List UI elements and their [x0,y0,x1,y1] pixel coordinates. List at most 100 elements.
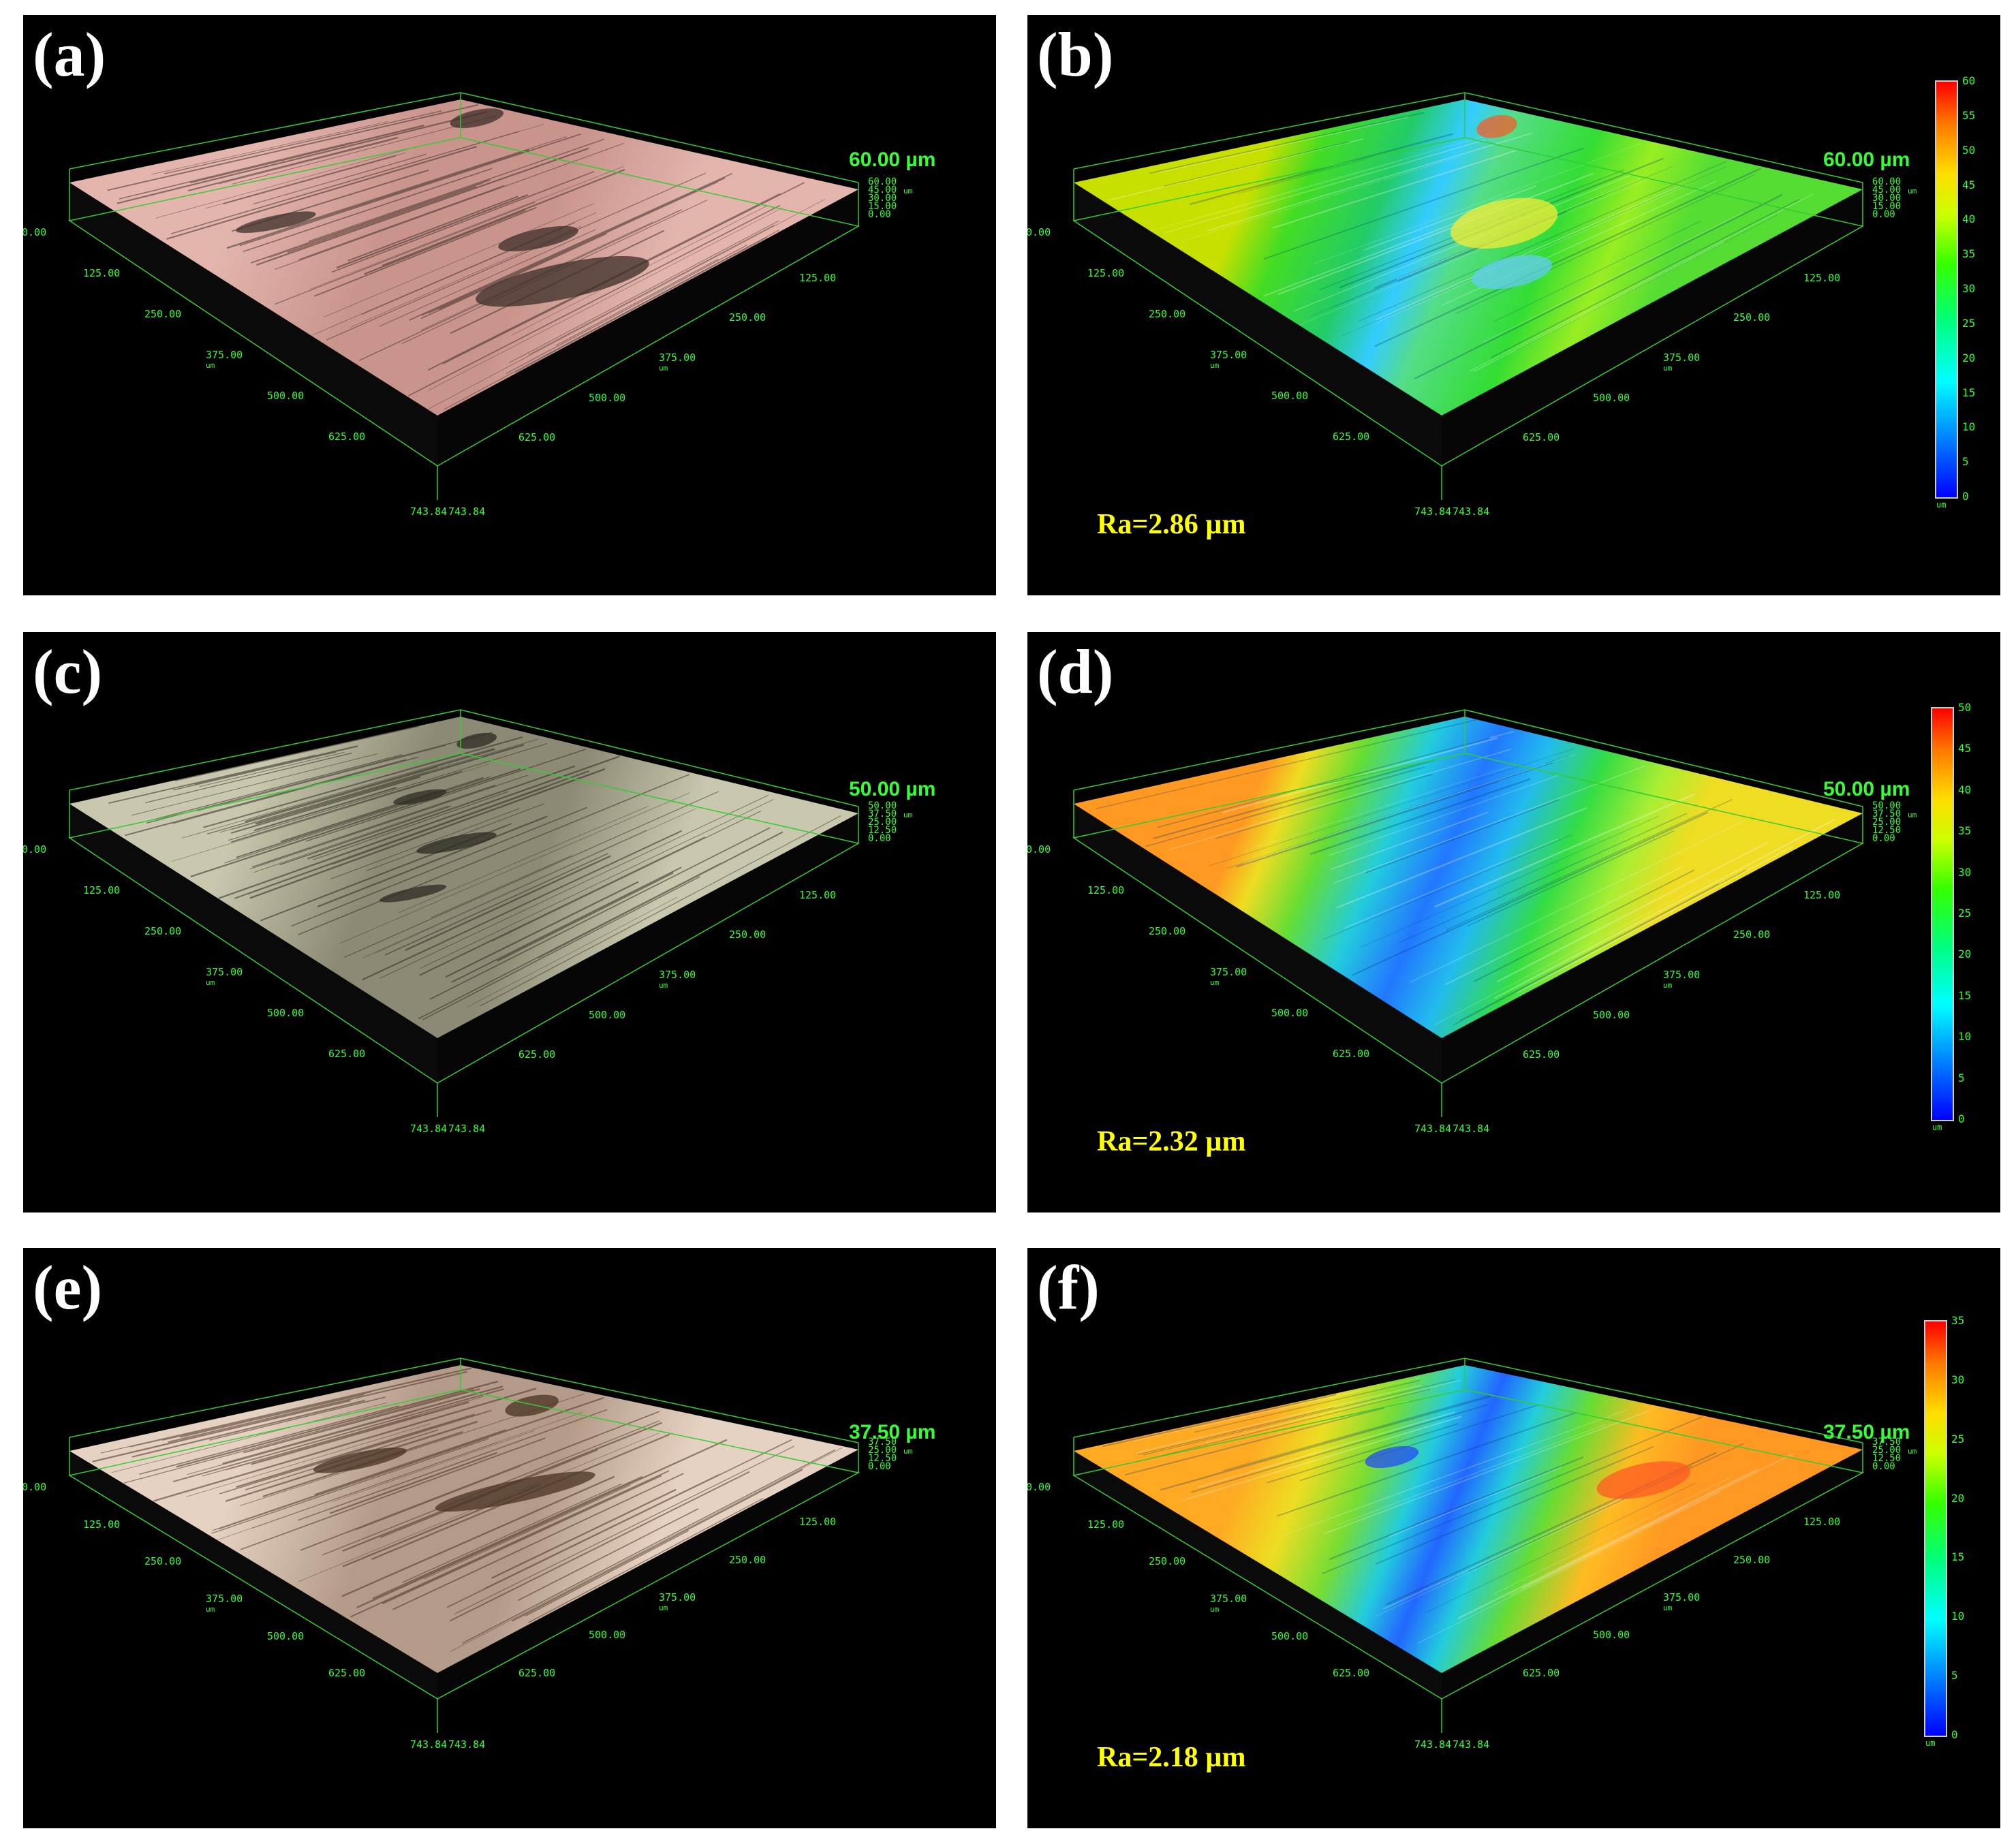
x-axis-tick: 250.00 [1149,308,1186,320]
colorbar-tick: 45 [1958,742,1972,755]
colorbar-tick: 5 [1958,1071,1965,1084]
x-axis-tick: 125.00 [83,1518,121,1531]
x-axis-tick: 625.00 [328,1048,366,1060]
z-axis-tick: 12.50 [868,825,897,836]
y-axis-tick: 375.00 [659,969,696,981]
x-axis-tick: 500.00 [1271,1629,1309,1642]
x-axis-tick: 500.00 [267,390,305,402]
y-axis-tick: 625.00 [518,431,556,444]
surface-side-wall [69,183,437,466]
colorbar-tick: 0 [1962,490,1969,503]
x-axis-tick: 625.00 [1333,1048,1370,1060]
bounding-box [68,1358,860,1733]
x-axis-tick: 625.00 [328,431,366,443]
y-axis-tick: 500.00 [1593,1008,1630,1021]
surface-front-wall [1442,189,1863,466]
z-axis-tick: 37.50 [1872,1437,1902,1448]
y-axis-tick: 500.00 [589,391,626,404]
colorbar-tick: 50 [1958,701,1972,714]
surface-streaks [1096,719,1835,1026]
colorbar-unit: um [1932,1123,1942,1132]
colorbar-tick: 45 [1962,178,1976,191]
panel-a-label: (a) [33,20,106,89]
panel-a-3d-view [68,92,860,500]
x-axis-tick: 625.00 [328,1667,366,1680]
colorbar-tick: 20 [1958,948,1972,961]
z-axis-tick: 0.00 [868,833,891,844]
panel-d-3d-view [1072,709,1865,1117]
z-axis-tick: 37.50 [1872,809,1902,819]
x-axis-tick: 743.84 [1414,1738,1452,1751]
z-axis-tick: 0.00 [1872,1461,1895,1472]
surface-front-wall [437,189,858,466]
y-axis-tick: 250.00 [729,1553,766,1566]
x-axis-tick: 500.00 [267,1007,305,1019]
panel-c-label: (c) [33,637,103,706]
z-axis-unit: um [1908,811,1917,819]
surface-side-wall [1074,804,1442,1083]
z-axis-unit: um [1908,1447,1917,1456]
panel-d-label: (d) [1037,637,1114,706]
x-axis-tick: 500.00 [267,1629,305,1642]
wear-debris [313,1394,595,1512]
panel-b-3d-view [1072,92,1865,500]
x-axis-tick: 375.00 [206,349,243,361]
z-axis-tick: 0.00 [1872,209,1895,220]
panel-f-roughness: Ra=2.18 µm [1097,1742,1246,1773]
x-axis-tick: 250.00 [1149,925,1186,937]
y-axis-tick: 125.00 [799,271,837,284]
colorbar-tick: 0 [1958,1112,1965,1125]
panel-e-optical-surface: (e) 37.50 µm 37.50 25.00 12.50 0.00 um 0.00 1… [23,1248,996,1828]
colorbar-unit: um [1936,500,1947,510]
x-axis-unit: um [1210,1605,1220,1614]
colorbar-tick: 10 [1962,420,1976,434]
x-axis-tick: 0.00 [1027,226,1051,238]
x-axis-tick: 500.00 [1271,390,1309,402]
surface-side-wall [1074,183,1442,466]
y-axis-tick: 743.84 [448,505,486,518]
x-axis-tick: 375.00 [1210,1593,1247,1605]
z-axis-tick: 15.00 [868,201,897,212]
colorbar-tick: 15 [1962,386,1976,399]
y-axis-unit: um [1663,364,1673,373]
z-axis-tick: 37.50 [868,1437,897,1448]
panel-c-zmax: 50.00 µm [849,778,936,800]
z-axis-tick: 25.00 [1872,817,1902,828]
colorbar-tick: 35 [1962,247,1976,261]
x-axis-tick: 0.00 [1027,1481,1051,1493]
surface-top [1074,1365,1863,1673]
panel-d-colorbar [1931,707,1954,1121]
z-axis-tick: 30.00 [1872,193,1902,204]
y-axis-tick: 125.00 [799,888,837,901]
colorbar-tick: 30 [1958,865,1972,879]
x-axis-unit: um [206,361,215,370]
panel-e-3d-view [68,1358,860,1733]
colorbar-tick: 15 [1958,988,1972,1002]
x-axis-tick: 0.00 [23,843,47,856]
z-axis-tick: 45.00 [868,185,897,195]
y-axis-tick: 375.00 [1663,969,1701,981]
y-axis-tick: 625.00 [518,1666,556,1679]
bounding-box [1072,709,1865,1117]
x-axis-tick: 743.84 [410,1738,448,1751]
y-axis-tick: 743.84 [1453,505,1490,518]
y-axis-unit: um [659,981,668,990]
y-axis-tick: 125.00 [1803,888,1841,901]
panel-b-label: (b) [1037,20,1114,89]
y-axis-tick: 125.00 [1803,271,1841,284]
panel-e-label: (e) [33,1253,103,1322]
y-axis-tick: 375.00 [659,1591,696,1603]
panel-f-zmax: 37.50 µm [1823,1421,1910,1443]
x-axis-tick: 743.84 [1414,505,1452,518]
surface-streaks [92,1367,843,1652]
y-axis-tick: 375.00 [1663,351,1701,364]
colorbar-tick: 30 [1951,1373,1965,1386]
panel-d-height-map: (d) 50.00 µm Ra=2.32 µm 50 45 40 35 30 25 20 15… [1027,632,2000,1213]
z-axis-tick: 12.50 [1872,825,1902,836]
x-axis-tick: 250.00 [1149,1555,1186,1568]
y-axis-tick: 125.00 [1803,1516,1841,1529]
z-axis-tick: 30.00 [868,193,897,204]
x-axis-tick: 250.00 [144,1555,182,1568]
x-axis-tick: 743.84 [410,1123,448,1135]
y-axis-unit: um [1663,981,1673,990]
